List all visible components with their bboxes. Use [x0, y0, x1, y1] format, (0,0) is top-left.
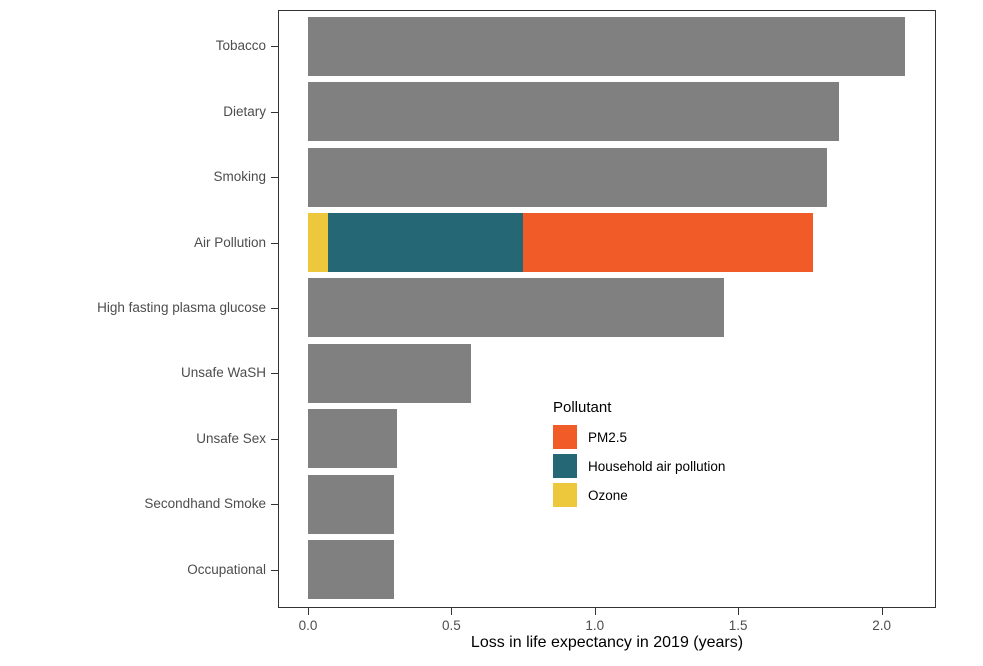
legend-items: PM2.5 Household air pollution Ozone [553, 425, 725, 507]
y-axis-label-high-fasting-plasma-glucose: High fasting plasma glucose [97, 299, 266, 315]
y-tick-mark [271, 569, 278, 571]
x-tick-label-0.0: 0.0 [298, 618, 318, 633]
x-tick-label-1.0: 1.0 [585, 618, 605, 633]
bar-segment-air-pollution-ozone [308, 213, 329, 273]
y-tick-mark [271, 373, 278, 375]
y-tick-mark [271, 438, 278, 440]
y-axis-label-air-pollution: Air Pollution [193, 234, 266, 250]
x-tick-mark [594, 608, 596, 615]
legend-title: Pollutant [553, 399, 612, 416]
legend-item-ozone: Ozone [553, 483, 725, 507]
y-axis-label-unsafe-wash: Unsafe WaSH [180, 365, 266, 381]
x-axis-title: Loss in life expectancy in 2019 (years) [470, 634, 744, 651]
bar-segment-air-pollution-pm2-5 [523, 213, 813, 273]
y-axis-label-secondhand-smoke: Secondhand Smoke [144, 496, 266, 512]
y-tick-mark [271, 242, 278, 244]
bar-segment-tobacco [308, 16, 905, 76]
legend-label: Household air pollution [588, 458, 726, 474]
y-tick-mark [271, 177, 278, 179]
legend-label: Ozone [588, 487, 628, 503]
y-tick-mark [271, 504, 278, 506]
legend-swatch-ozone [553, 483, 577, 507]
x-tick-label-1.5: 1.5 [728, 618, 748, 633]
y-axis-label-unsafe-sex: Unsafe Sex [196, 430, 266, 446]
y-tick-mark [271, 111, 278, 113]
x-tick-mark [308, 608, 309, 615]
bar-segment-unsafe-wash [308, 343, 472, 403]
bar-segment-air-pollution-household-air-pollution [328, 213, 524, 273]
legend-label: PM2.5 [588, 429, 628, 445]
legend-item-household-air-pollution: Household air pollution [553, 454, 725, 478]
y-axis-label-dietary: Dietary [223, 103, 266, 119]
bar-segment-occupational [308, 540, 395, 600]
y-axis-label-smoking: Smoking [213, 169, 266, 185]
legend-swatch-household-air-pollution [553, 454, 577, 478]
x-tick-label-0.5: 0.5 [442, 618, 461, 633]
bar-segment-unsafe-sex [308, 409, 397, 469]
bar-segment-dietary [308, 82, 839, 142]
y-tick-mark [271, 46, 278, 48]
bar-segment-high-fasting-plasma-glucose [308, 278, 724, 338]
legend-item-pm2-5: PM2.5 [553, 425, 725, 449]
y-axis-label-tobacco: Tobacco [215, 38, 266, 54]
y-axis-label-occupational: Occupational [187, 561, 266, 577]
legend-swatch-pm2-5 [553, 425, 577, 449]
x-tick-label-2.0: 2.0 [872, 618, 891, 633]
x-tick-mark [738, 608, 740, 615]
bar-segment-smoking [308, 147, 828, 207]
x-tick-mark [451, 608, 453, 615]
bar-segment-secondhand-smoke [308, 474, 395, 534]
y-tick-mark [271, 307, 278, 309]
legend: Pollutant PM2.5 Household air pollution Oz… [553, 399, 725, 512]
x-tick-mark [881, 608, 883, 615]
